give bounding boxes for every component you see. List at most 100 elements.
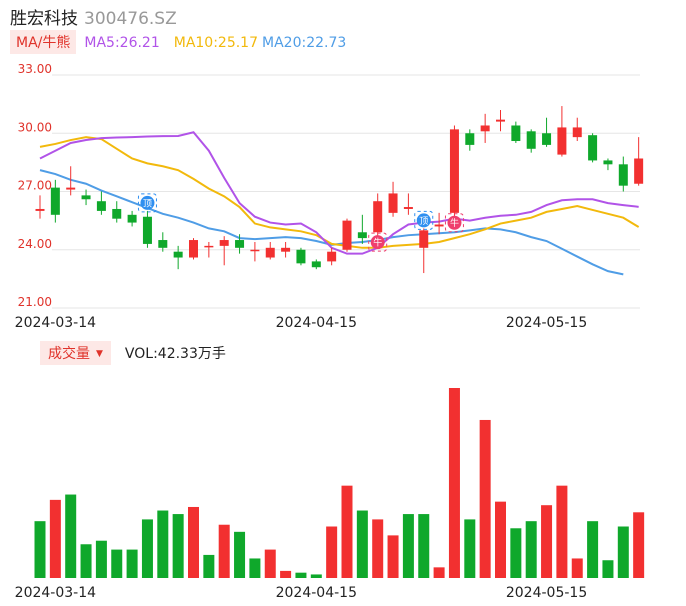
ma5-line: [39, 131, 639, 255]
ma-mode-badge[interactable]: MA/牛熊: [10, 30, 77, 54]
signal-marker-icon: [416, 213, 431, 228]
candle-body: [403, 207, 413, 209]
candle-body: [496, 119, 505, 122]
candle-body: [81, 195, 91, 200]
volume-bar: [602, 560, 614, 578]
x-tick-label: 2024-03-14: [15, 315, 96, 330]
volume-bar: [280, 570, 292, 578]
candle-body: [235, 240, 245, 248]
candle-body: [634, 158, 644, 184]
volume-bar: [587, 521, 599, 578]
candle-body: [511, 125, 521, 142]
signal-marker-frame: [368, 232, 388, 252]
signal-marker-label: 顶: [419, 216, 428, 227]
stock-title: 胜宏科技 300476.SZ: [10, 4, 177, 29]
volume-bar: [556, 485, 568, 578]
volume-bar: [479, 419, 491, 578]
candle-body: [588, 135, 598, 161]
volume-bar: [264, 549, 276, 578]
candle-body: [173, 251, 183, 258]
volume-bar: [633, 512, 645, 578]
volume-bar: [448, 388, 460, 578]
y-tick-label: 21.00: [18, 295, 52, 309]
volume-bar: [49, 499, 61, 578]
candle-body: [465, 133, 475, 145]
candle-body: [342, 220, 352, 250]
signal-marker-icon: [140, 195, 155, 210]
volume-bar: [510, 528, 522, 578]
stock-code: 300476.SZ: [84, 9, 177, 29]
candle-body: [158, 240, 168, 248]
volume-bar: [111, 549, 123, 578]
x-tick-label: 2024-04-15: [276, 315, 357, 330]
volume-bar: [341, 485, 353, 578]
candle-body: [219, 240, 229, 246]
ma10-label: MA10:25.17: [173, 35, 259, 51]
candle-body: [526, 131, 536, 149]
ma20-label: MA20:22.73: [262, 35, 347, 51]
volume-bar: [617, 526, 629, 578]
volume-bar: [234, 531, 246, 578]
candle-body: [449, 129, 459, 213]
volume-bar: [157, 510, 169, 578]
candle-body: [250, 249, 260, 252]
candle-body: [557, 127, 567, 155]
volume-x-tick-label: 2024-05-15: [506, 585, 587, 601]
candle-body: [618, 164, 628, 186]
volume-dropdown[interactable]: 成交量 ▼: [40, 341, 111, 365]
volume-bar: [172, 514, 184, 578]
signal-marker-label: 牛: [373, 237, 382, 249]
volume-bar: [356, 510, 368, 578]
candle-body: [311, 261, 321, 268]
volume-x-tick-label: 2024-03-14: [15, 585, 96, 601]
candle-body: [572, 127, 582, 138]
volume-bar: [326, 526, 338, 578]
volume-bar: [34, 521, 46, 578]
volume-bar: [218, 524, 230, 578]
volume-bar: [372, 519, 384, 578]
volume-bar: [126, 549, 138, 578]
y-tick-label: 27.00: [18, 179, 52, 193]
candle-body: [388, 193, 398, 213]
candle-body: [419, 230, 429, 248]
signal-marker-frame: [444, 213, 464, 233]
volume-bar: [418, 514, 430, 578]
ma5-label: MA5:26.21: [84, 35, 160, 51]
volume-bar: [402, 514, 414, 578]
volume-bar: [541, 505, 553, 578]
volume-bar: [65, 494, 77, 578]
y-tick-label: 30.00: [18, 120, 52, 134]
dropdown-arrow-icon: ▼: [96, 349, 103, 359]
volume-legend: 成交量 ▼ VOL:42.33万手: [40, 341, 226, 365]
volume-value: VOL:42.33万手: [124, 346, 226, 362]
volume-bar: [295, 572, 307, 578]
candle-body: [204, 245, 214, 248]
y-tick-label: 24.00: [18, 237, 52, 251]
x-tick-label: 2024-05-15: [506, 315, 587, 330]
candle-body: [373, 201, 383, 233]
candle-body: [542, 133, 552, 145]
candle-body: [127, 214, 137, 223]
volume-bar: [188, 506, 199, 578]
volume-bar: [387, 535, 399, 578]
volume-bar: [495, 501, 506, 578]
candle-body: [66, 187, 76, 190]
ma10-line: [39, 136, 640, 249]
signal-marker-frame: [414, 210, 434, 230]
candle-body: [142, 216, 152, 244]
candle-body: [327, 251, 337, 262]
candle-body: [35, 208, 45, 211]
candle-body: [296, 249, 306, 264]
volume-bar: [310, 574, 322, 578]
candle-body: [50, 187, 60, 215]
candle-body: [603, 160, 613, 165]
candle-body: [357, 232, 367, 239]
candle-body: [480, 125, 490, 132]
candle-body: [265, 247, 275, 258]
volume-bar: [433, 567, 445, 578]
volume-bar: [203, 554, 215, 578]
y-tick-label: 33.00: [18, 62, 52, 76]
signal-marker-frame: [137, 193, 157, 213]
volume-bar: [525, 521, 537, 578]
